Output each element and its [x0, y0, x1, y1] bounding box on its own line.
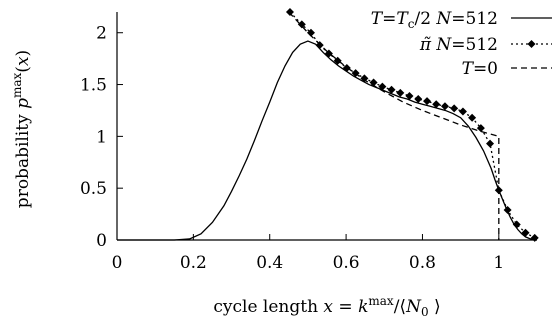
data-point-pi [333, 56, 342, 65]
data-point-pi [468, 113, 477, 122]
x-tick-label: 0.8 [409, 253, 436, 273]
data-point-pi [378, 82, 387, 91]
x-ticks: 0 0.2 0.4 0.6 0.8 1 [112, 234, 504, 273]
legend-label-pi: π̃ N=512 [419, 35, 498, 55]
legend-label-tc: T=Tc/2 N=512 [371, 9, 498, 31]
data-point-pi [297, 20, 306, 29]
series-line-tc [117, 40, 538, 241]
legend-marker-pi [527, 40, 536, 48]
legend-label-t0: T=0 [462, 59, 498, 79]
plot-frame [116, 12, 537, 241]
data-point-pi [476, 124, 485, 133]
x-tick-label: 0.2 [180, 253, 207, 273]
y-axis-label: probability pmax(x) [10, 50, 33, 208]
y-tick-label: 0.5 [80, 179, 107, 199]
series-line-pi [289, 11, 536, 239]
data-point-pi [503, 205, 512, 214]
data-point-pi [396, 88, 405, 97]
y-ticks: 0 0.5 1 1.5 2 [80, 24, 123, 251]
y-tick-label: 0 [96, 231, 107, 251]
data-point-pi [432, 100, 441, 109]
data-point-pi [486, 139, 495, 148]
data-point-pi [405, 91, 414, 100]
y-tick-label: 1.5 [80, 76, 107, 96]
data-point-pi [440, 102, 449, 111]
data-point-pi [530, 233, 539, 242]
series-layer [117, 8, 539, 242]
data-point-pi [458, 107, 467, 116]
x-tick-label: 0 [112, 253, 123, 273]
y-tick-label: 1 [96, 127, 107, 147]
legend: T=Tc/2 N=512 π̃ N=512 T=0 [371, 9, 552, 79]
data-point-pi [521, 228, 530, 237]
data-point-pi [512, 220, 521, 229]
data-point-pi [423, 97, 432, 106]
y-tick-label: 2 [96, 24, 107, 44]
x-tick-label: 0.4 [256, 253, 283, 273]
series-line-t0 [288, 11, 500, 240]
data-point-pi [450, 104, 459, 113]
data-point-pi [306, 28, 315, 37]
x-axis-label: cycle length x = kmax/⟨N0 ⟩ [213, 294, 440, 319]
data-point-pi [360, 74, 369, 83]
data-point-pi [285, 8, 294, 16]
x-tick-label: 0.6 [333, 253, 360, 273]
data-point-pi [414, 95, 423, 104]
x-tick-label: 1 [493, 253, 504, 273]
data-point-pi [387, 85, 396, 94]
